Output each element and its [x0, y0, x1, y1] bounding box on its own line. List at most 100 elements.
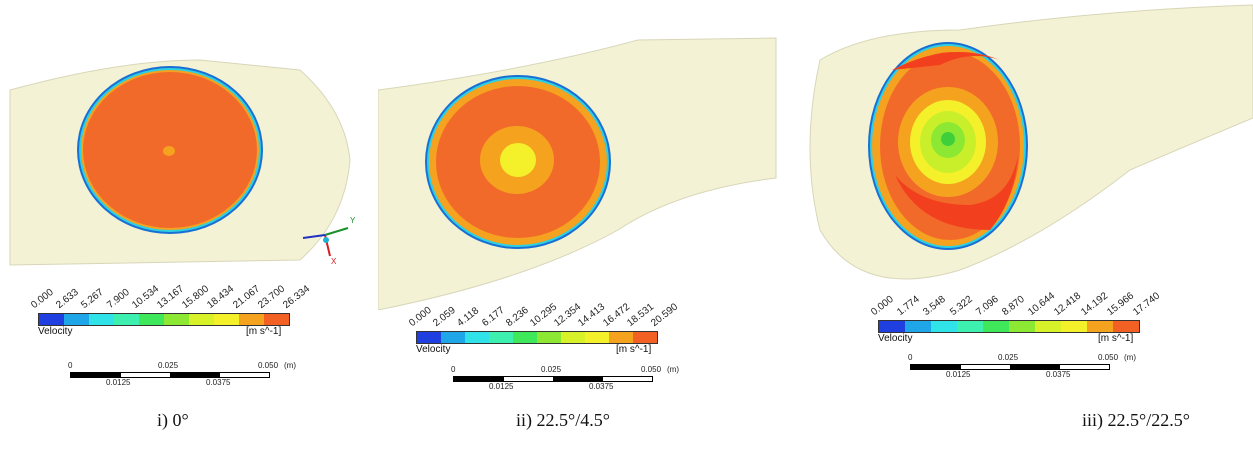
scale-label: 0.0125	[106, 378, 131, 387]
legend-tick-label: 17.740	[1131, 290, 1163, 318]
color-bar-segment	[39, 314, 64, 325]
color-bar-segment	[1087, 321, 1113, 332]
length-scale: 0 0.025 0.050 (m) 0.0125 0.0375	[451, 365, 693, 397]
legend-tick-label: 8.236	[504, 304, 531, 329]
panel-22-5-4-5: 0.000 2.059 4.118 6.177 8.236 10.295 12.354 14.…	[378, 0, 778, 430]
scale-label: (m)	[1124, 353, 1136, 362]
length-scale: 0 0.025 0.050 (m) 0.0125 0.0375	[908, 353, 1150, 385]
legend-tick-label: 23.700	[256, 283, 287, 311]
color-bar-segment	[513, 332, 537, 343]
length-scale: 0 0.025 0.050 (m) 0.0125 0.0375	[68, 361, 310, 393]
legend-tick-label: 26.334	[281, 283, 313, 311]
color-bar-segment	[609, 332, 633, 343]
legend-tick-label: 10.534	[130, 283, 161, 311]
legend-unit: [m s^-1]	[616, 344, 652, 355]
scale-label: 0.0375	[1046, 370, 1071, 379]
color-bar-segment	[1035, 321, 1061, 332]
scale-bar	[910, 364, 1110, 370]
scale-label: 0	[908, 353, 913, 362]
legend-title: Velocity	[878, 333, 913, 344]
color-bar-segment	[239, 314, 264, 325]
legend-title: Velocity	[38, 326, 73, 337]
legend-tick-label: 7.096	[974, 293, 1001, 318]
scale-label: 0.0125	[946, 370, 971, 379]
color-bar-segment	[931, 321, 957, 332]
legend-tick-label: 18.434	[205, 283, 237, 311]
color-bar-segment	[417, 332, 441, 343]
scale-label: 0.050	[1098, 353, 1119, 362]
velocity-legend: 0.000 2.059 4.118 6.177 8.236 10.295 12.354 14.…	[407, 295, 681, 365]
legend-tick-label: 1.774	[895, 293, 922, 318]
pipe-cross-section-22-5-22-5	[809, 4, 1253, 280]
legend-tick-label: 15.800	[180, 283, 212, 311]
color-bar-segment	[189, 314, 214, 325]
legend-tick-label: 4.118	[455, 305, 482, 329]
axis-y-label: Y	[350, 216, 356, 225]
axis-x-label: X	[331, 257, 337, 266]
legend-tick-label: 12.354	[552, 301, 584, 329]
color-bar-segment	[1009, 321, 1035, 332]
scale-label: 0.0125	[489, 382, 514, 391]
scale-label: 0.025	[158, 361, 179, 370]
color-bar-segment	[983, 321, 1009, 332]
panel-22-5-22-5: 0.000 1.774 3.548 5.322 7.096 8.870 10.644 12.4…	[800, 0, 1253, 430]
legend-tick-label: 10.295	[528, 301, 560, 329]
legend-tick-label: 6.177	[479, 304, 507, 329]
color-bar-segment	[585, 332, 609, 343]
legend-tick-label: 8.870	[1000, 293, 1027, 318]
color-bar-segment	[164, 314, 189, 325]
legend-tick-label: 2.633	[54, 286, 81, 311]
color-bar-segment	[139, 314, 164, 325]
panel-0deg: Y X 0.000 2.633 5.267 7.900 10.534 13.167 15.8…	[0, 0, 370, 430]
color-bar-segment	[489, 332, 513, 343]
color-bar-segment	[214, 314, 239, 325]
legend-tick-label: 14.413	[576, 301, 608, 329]
legend-tick-label: 5.322	[947, 293, 975, 318]
legend-tick-label: 16.472	[600, 301, 632, 329]
color-bar-segment	[441, 332, 465, 343]
legend-tick-label: 5.267	[79, 286, 107, 311]
color-bar	[38, 313, 290, 326]
color-bar-segment	[879, 321, 905, 332]
scale-bar	[453, 376, 653, 382]
legend-tick-label: 7.900	[104, 286, 132, 311]
legend-tick-label: 0.000	[29, 286, 56, 311]
legend-title: Velocity	[416, 344, 451, 355]
legend-tick-label: 20.590	[649, 301, 681, 329]
color-bar	[416, 331, 658, 344]
color-bar-segment	[633, 332, 657, 343]
legend-tick-label: 3.548	[921, 293, 949, 318]
scale-label: (m)	[667, 365, 679, 374]
color-bar-segment	[465, 332, 489, 343]
legend-unit: [m s^-1]	[1098, 333, 1134, 344]
caption-22-5-22-5: iii) 22.5°/22.5°	[1082, 410, 1190, 430]
scale-label: 0.0375	[589, 382, 614, 391]
color-bar-segment	[537, 332, 561, 343]
color-bar-segment	[957, 321, 983, 332]
color-bar-segment	[1113, 321, 1139, 332]
legend-tick-label: 2.059	[431, 304, 458, 329]
scale-label: 0.050	[641, 365, 662, 374]
legend-tick-label: 15.966	[1105, 290, 1136, 318]
axis-triad-icon: Y X	[302, 216, 356, 266]
scale-label: 0.025	[998, 353, 1019, 362]
color-bar-segment	[89, 314, 114, 325]
scale-bar	[70, 372, 270, 378]
legend-tick-label: 12.418	[1052, 290, 1084, 318]
pipe-cross-section-0deg: Y X	[9, 59, 356, 266]
color-bar-segment	[1061, 321, 1087, 332]
scale-label: 0	[451, 365, 456, 374]
legend-tick-label: 21.067	[230, 283, 262, 311]
scale-label: 0.025	[541, 365, 562, 374]
caption-0deg: i) 0°	[157, 410, 189, 430]
scale-label: (m)	[284, 361, 296, 370]
legend-tick-label: 13.167	[155, 283, 187, 311]
color-bar-segment	[64, 314, 89, 325]
color-bar-segment	[905, 321, 931, 332]
scale-label: 0	[68, 361, 73, 370]
velocity-legend: 0.000 2.633 5.267 7.900 10.534 13.167 15.800 18…	[29, 265, 312, 337]
color-bar-segment	[264, 314, 289, 325]
scale-label: 0.0375	[206, 378, 231, 387]
legend-tick-label: 10.644	[1026, 290, 1058, 318]
legend-tick-label: 0.000	[869, 293, 896, 318]
